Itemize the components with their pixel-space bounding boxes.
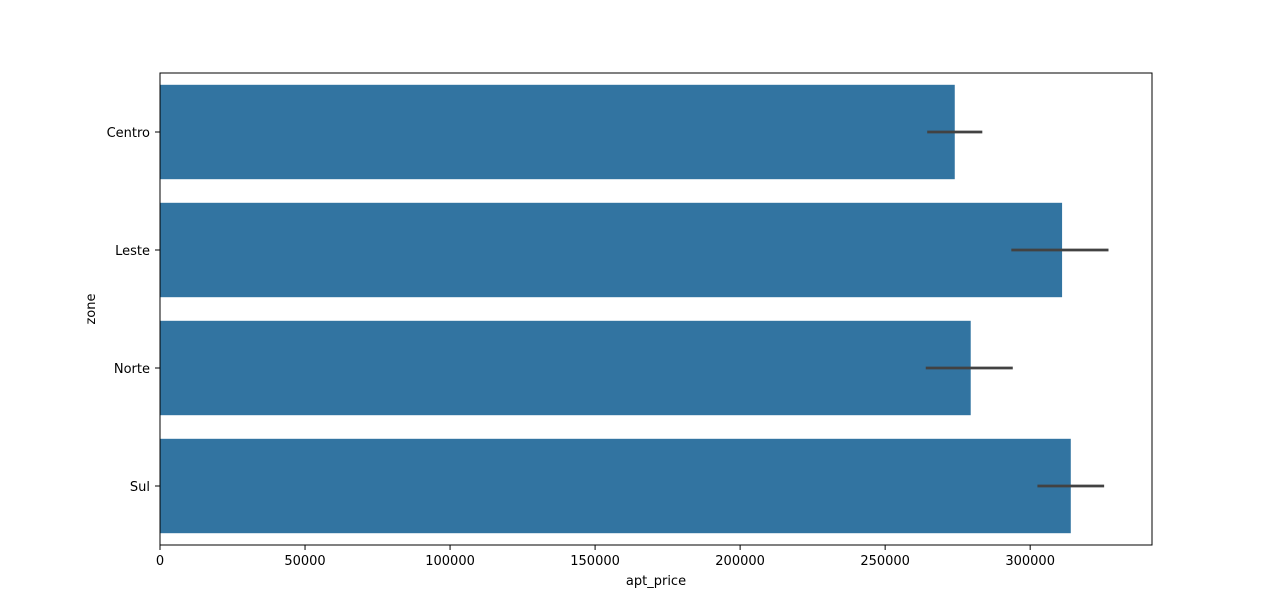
y-axis-label: zone <box>84 293 99 324</box>
x-tick-label: 150000 <box>570 554 620 569</box>
bar-norte <box>160 320 971 416</box>
bar-sul <box>160 438 1071 534</box>
x-axis-label: apt_price <box>626 574 686 589</box>
bar-centro <box>160 84 955 180</box>
error-bars-group <box>925 130 1109 488</box>
plot-frame <box>159 72 1153 546</box>
x-tick-label: 300000 <box>1005 554 1055 569</box>
bars-group <box>160 84 1071 534</box>
y-tick-label-norte: Norte <box>114 362 150 377</box>
x-tick-label: 50000 <box>284 554 325 569</box>
x-tick-label: 0 <box>156 554 164 569</box>
x-tick-label: 250000 <box>860 554 910 569</box>
y-tick-label-leste: Leste <box>115 244 150 259</box>
y-axis: Centro Leste Norte Sul <box>107 126 160 495</box>
x-tick-label: 100000 <box>425 554 475 569</box>
bar-leste <box>160 202 1063 298</box>
x-axis: 0 50000 100000 150000 200000 250000 300000 <box>156 545 1055 569</box>
x-tick-label: 200000 <box>715 554 765 569</box>
y-tick-label-sul: Sul <box>130 480 150 495</box>
y-tick-label-centro: Centro <box>107 126 150 141</box>
